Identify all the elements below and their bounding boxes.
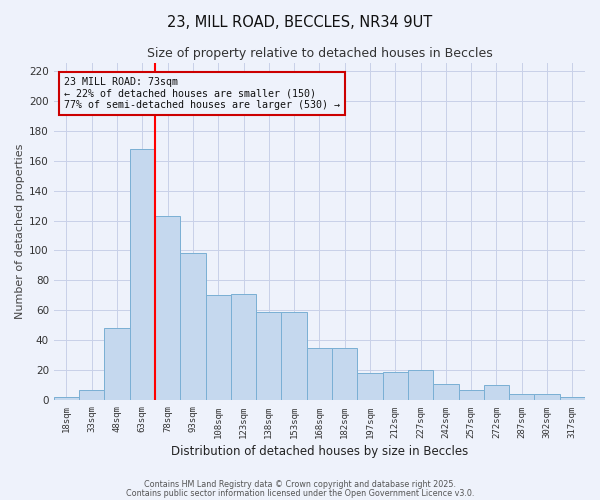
Bar — [206, 296, 231, 401]
Bar — [281, 312, 307, 400]
Bar — [155, 216, 180, 400]
Y-axis label: Number of detached properties: Number of detached properties — [15, 144, 25, 320]
Text: Contains HM Land Registry data © Crown copyright and database right 2025.: Contains HM Land Registry data © Crown c… — [144, 480, 456, 489]
Text: Contains public sector information licensed under the Open Government Licence v3: Contains public sector information licen… — [126, 488, 474, 498]
Bar — [79, 390, 104, 400]
Bar — [560, 398, 585, 400]
Bar — [458, 390, 484, 400]
Bar — [408, 370, 433, 400]
Bar — [433, 384, 458, 400]
Bar — [358, 374, 383, 400]
Text: 23 MILL ROAD: 73sqm
← 22% of detached houses are smaller (150)
77% of semi-detac: 23 MILL ROAD: 73sqm ← 22% of detached ho… — [64, 76, 340, 110]
Bar — [256, 312, 281, 400]
Bar — [130, 148, 155, 400]
Bar — [307, 348, 332, 401]
X-axis label: Distribution of detached houses by size in Beccles: Distribution of detached houses by size … — [171, 444, 468, 458]
Bar — [54, 398, 79, 400]
Bar — [231, 294, 256, 401]
Bar — [484, 386, 509, 400]
Bar — [383, 372, 408, 400]
Bar — [332, 348, 358, 401]
Bar — [535, 394, 560, 400]
Text: 23, MILL ROAD, BECCLES, NR34 9UT: 23, MILL ROAD, BECCLES, NR34 9UT — [167, 15, 433, 30]
Bar — [104, 328, 130, 400]
Bar — [509, 394, 535, 400]
Bar — [180, 254, 206, 400]
Title: Size of property relative to detached houses in Beccles: Size of property relative to detached ho… — [146, 48, 492, 60]
